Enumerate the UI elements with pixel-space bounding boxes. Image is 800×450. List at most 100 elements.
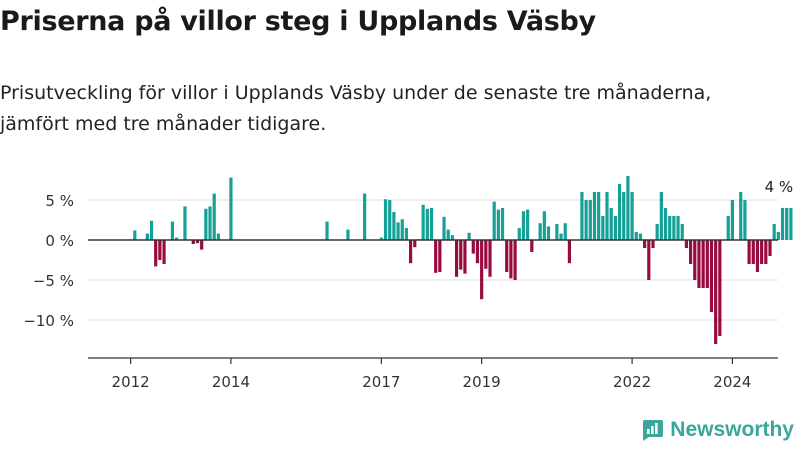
bar [325, 221, 329, 240]
bar [174, 237, 179, 240]
bar [538, 223, 542, 240]
bar [542, 211, 546, 240]
bar [546, 226, 551, 240]
bar [609, 208, 613, 240]
bar [680, 224, 684, 240]
bar [505, 240, 509, 272]
bar [379, 237, 383, 240]
bar [755, 240, 760, 272]
bar [183, 206, 187, 240]
bar [780, 208, 785, 240]
bar [643, 240, 647, 248]
brand-logo: Newsworthy [640, 418, 794, 442]
bar [718, 240, 722, 336]
bar [200, 240, 204, 250]
bar [584, 200, 588, 240]
bar [626, 176, 630, 240]
bar [212, 193, 216, 240]
bar [726, 216, 730, 240]
bar [383, 199, 388, 240]
bar [730, 200, 734, 240]
bar [413, 240, 417, 248]
bar [697, 240, 701, 288]
x-tick-label: 2017 [362, 373, 400, 391]
bar [191, 240, 195, 244]
bar [655, 224, 659, 240]
bar [672, 216, 676, 240]
bar [229, 177, 233, 240]
bar [567, 240, 572, 264]
bar [429, 208, 434, 240]
bar [785, 208, 789, 240]
bar [521, 211, 526, 240]
bar [760, 240, 764, 264]
y-tick-label: 0 % [45, 232, 74, 250]
bar [475, 240, 480, 264]
bar [613, 216, 617, 240]
bar [400, 219, 404, 240]
bar [467, 232, 471, 240]
bar [768, 240, 772, 256]
bar [484, 240, 488, 269]
bar [438, 240, 442, 272]
brand-name: Newsworthy [670, 418, 794, 441]
bar [459, 240, 463, 270]
bar [530, 240, 534, 252]
bar [526, 209, 530, 240]
bar [149, 220, 154, 240]
bar [630, 192, 634, 240]
x-tick-label: 2012 [112, 373, 150, 391]
bar [776, 232, 780, 240]
y-tick-label: −5 % [33, 272, 74, 290]
bar [154, 240, 158, 267]
bar [425, 208, 429, 240]
bar [454, 240, 459, 277]
bar [617, 184, 622, 240]
bar [363, 193, 367, 240]
newsworthy-logo-icon [643, 420, 664, 441]
x-tick-label: 2019 [463, 373, 501, 391]
bar [463, 240, 467, 274]
bar [471, 240, 475, 254]
bar [509, 240, 513, 279]
bar [659, 192, 663, 240]
bar [513, 240, 517, 280]
bar [747, 240, 751, 264]
bar [446, 229, 450, 240]
bar [496, 209, 500, 240]
bar [409, 240, 413, 264]
bar [162, 240, 166, 264]
bar [693, 240, 697, 280]
bar [622, 192, 626, 240]
bar [684, 240, 689, 248]
bar [434, 240, 438, 273]
bar [170, 221, 175, 240]
bar [517, 228, 521, 240]
x-tick-label: 2014 [212, 373, 250, 391]
y-tick-label: 5 % [45, 192, 74, 210]
bar [592, 192, 597, 240]
bar [668, 216, 672, 240]
bar [634, 232, 638, 240]
bar [563, 223, 567, 240]
y-tick-label: −10 % [23, 312, 74, 330]
bar [714, 240, 718, 344]
bar [772, 224, 776, 240]
bar [705, 240, 709, 288]
bar [689, 240, 693, 264]
bar [421, 204, 425, 240]
x-tick-label: 2024 [713, 373, 751, 391]
bar [480, 240, 484, 300]
bar [751, 240, 755, 264]
bar [133, 230, 137, 240]
bar [500, 208, 505, 240]
bar [580, 192, 584, 240]
bar [404, 228, 409, 240]
bar [739, 192, 743, 240]
bar [195, 240, 200, 244]
bar [346, 229, 350, 240]
bar [709, 240, 714, 312]
bar [663, 208, 668, 240]
chart-title: Priserna på villor steg i Upplands Väsby [0, 6, 596, 37]
